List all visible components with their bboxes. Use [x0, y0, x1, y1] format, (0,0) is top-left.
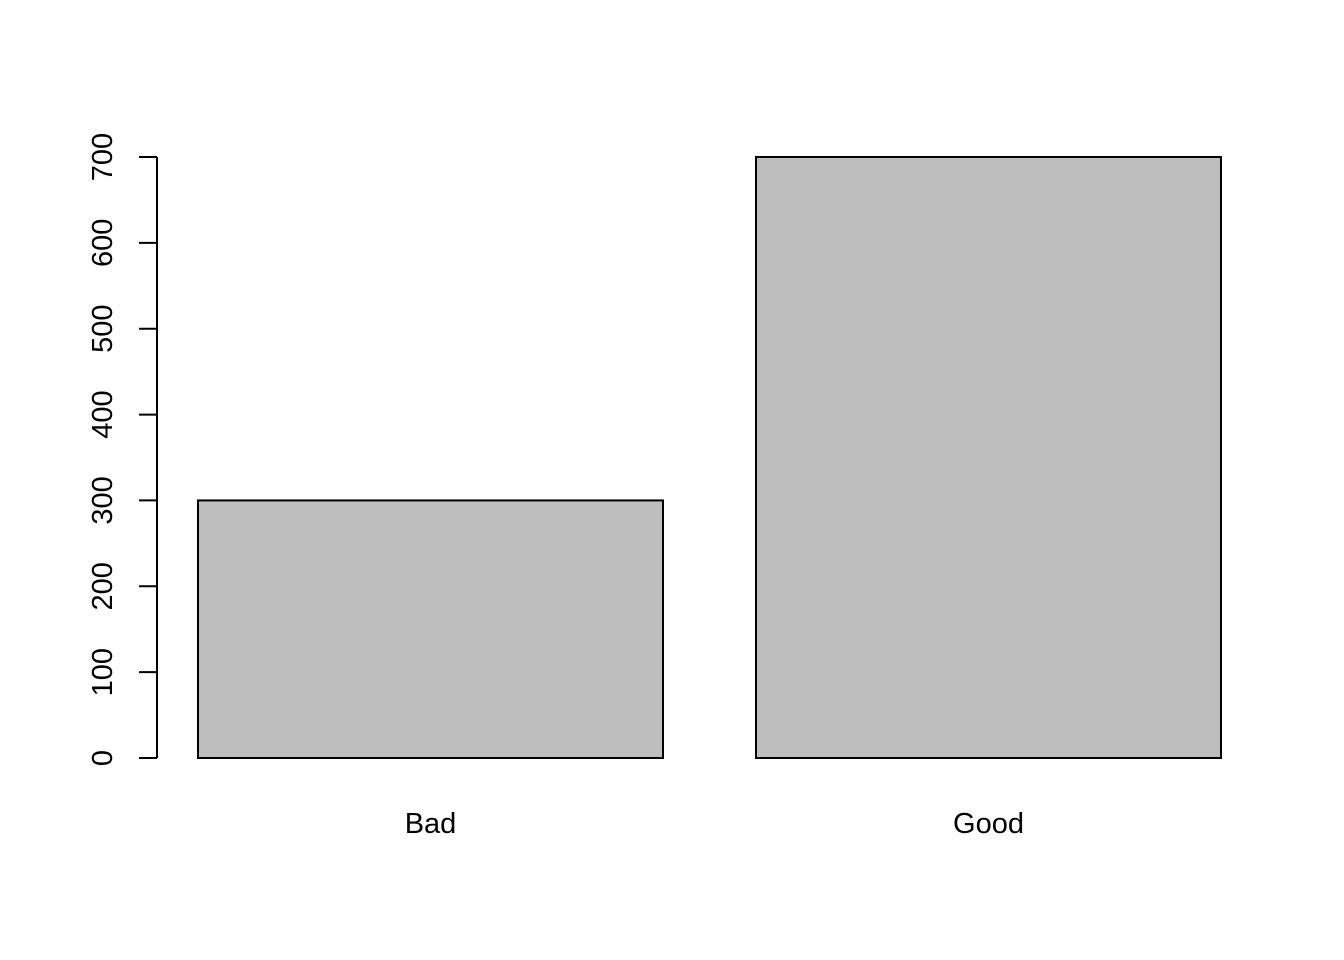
- y-tick-label-700: 700: [87, 133, 119, 181]
- y-tick-label-300: 300: [87, 476, 119, 524]
- bars-group: [197, 156, 1222, 759]
- x-axis-labels: Bad Good: [405, 808, 1024, 840]
- y-tick-label-500: 500: [87, 305, 119, 353]
- bar-good: [755, 156, 1222, 759]
- x-label-bad: Bad: [405, 808, 457, 840]
- bar-bad: [197, 499, 664, 759]
- x-label-good: Good: [953, 808, 1024, 840]
- y-tick-label-200: 200: [87, 562, 119, 610]
- y-tick-label-600: 600: [87, 219, 119, 267]
- y-axis: 0 100 200 300 400 500 600 700: [87, 133, 158, 766]
- y-tick-label-400: 400: [87, 390, 119, 438]
- y-tick-label-0: 0: [87, 750, 119, 766]
- y-tick-label-100: 100: [87, 648, 119, 696]
